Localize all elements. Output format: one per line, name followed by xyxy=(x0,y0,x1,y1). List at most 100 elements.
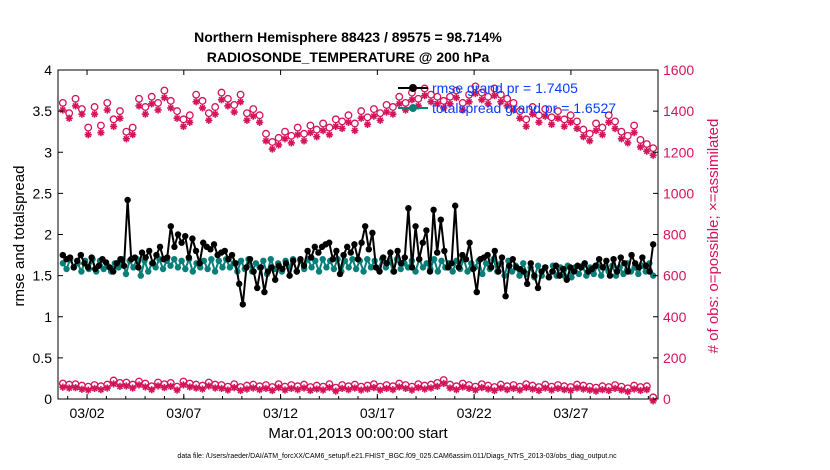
obs-assimilated-stroke xyxy=(250,384,257,392)
obs-assimilated-point xyxy=(554,114,562,122)
rmse-point xyxy=(196,260,203,267)
obs-assimilated-stroke xyxy=(256,119,263,126)
obs-assimilated-stroke xyxy=(377,117,384,124)
rmse-point xyxy=(628,251,635,259)
obs-assimilated-stroke xyxy=(320,127,327,134)
rmse-point xyxy=(426,268,434,275)
obs-assimilated-stroke xyxy=(313,385,320,393)
obs-assimilated-point xyxy=(300,384,308,392)
rmse-point xyxy=(185,254,193,261)
y-right-tick-label: 1400 xyxy=(663,103,694,119)
obs-assimilated-stroke xyxy=(123,382,130,390)
obs-assimilated-stroke xyxy=(281,135,289,142)
obs-assimilated-stroke xyxy=(516,386,523,394)
obs-assimilated-stroke xyxy=(85,131,92,138)
obs-assimilated-stroke xyxy=(205,382,212,390)
rmse-point xyxy=(290,257,297,265)
obs-assimilated-stroke xyxy=(205,117,212,124)
obs-assimilated-point xyxy=(306,386,314,395)
obs-assimilated-point xyxy=(427,384,435,392)
totalspread-point xyxy=(204,265,211,273)
obs-assimilated-stroke xyxy=(510,106,517,114)
obs-assimilated-point xyxy=(116,114,124,122)
obs-assimilated-stroke xyxy=(491,92,498,99)
obs-assimilated-point xyxy=(465,384,473,393)
obs-assimilated-stroke xyxy=(586,386,593,394)
totalspread-point xyxy=(145,268,152,275)
obs-assimilated-point xyxy=(90,384,99,393)
legend-spread-label: totalspread grand pr = 1.6527 xyxy=(432,100,616,116)
totalspread-point xyxy=(252,260,260,267)
obs-possible-point xyxy=(496,90,505,99)
obs-assimilated-point xyxy=(357,114,365,122)
rmse-point xyxy=(376,268,383,275)
rmse-point xyxy=(624,268,632,275)
y-left-tick-label: 0.5 xyxy=(33,350,53,366)
obs-assimilated-stroke xyxy=(637,387,644,394)
obs-possible-point xyxy=(306,121,315,130)
obs-assimilated-point xyxy=(478,384,486,392)
obs-assimilated-stroke xyxy=(110,380,117,387)
obs-assimilated-point xyxy=(135,102,143,110)
y-left-tick-label: 4 xyxy=(44,62,52,78)
obs-possible-point xyxy=(90,103,99,111)
obs-assimilated-stroke xyxy=(485,385,492,393)
rmse-point xyxy=(228,251,236,259)
obs-possible-point xyxy=(96,121,105,130)
rmse-point xyxy=(545,274,552,281)
obs-assimilated-point xyxy=(598,386,606,394)
totalspread-point xyxy=(575,270,583,278)
rmse-point xyxy=(469,265,477,273)
obs-assimilated-stroke xyxy=(104,106,111,114)
totalspread-point xyxy=(323,264,330,271)
obs-possible-point xyxy=(604,111,613,120)
obs-assimilated-stroke xyxy=(542,113,549,120)
obs-assimilated-stroke xyxy=(231,108,238,116)
rmse-point xyxy=(549,268,556,275)
obs-assimilated-stroke xyxy=(186,383,193,391)
obs-assimilated-stroke xyxy=(300,384,308,392)
obs-assimilated-stroke xyxy=(523,123,530,130)
obs-possible-point xyxy=(566,111,575,120)
obs-assimilated-stroke xyxy=(97,129,105,136)
totalspread-point xyxy=(319,255,326,263)
obs-assimilated-stroke xyxy=(91,385,98,392)
rmse-point xyxy=(347,249,355,256)
obs-possible-point xyxy=(376,109,385,118)
obs-assimilated-point xyxy=(484,385,492,393)
obs-assimilated-point xyxy=(275,141,283,149)
obs-possible-point xyxy=(135,94,143,103)
obs-assimilated-point xyxy=(198,385,207,393)
rmse-point xyxy=(412,223,419,230)
obs-possible-point xyxy=(477,88,486,97)
obs-assimilated-stroke xyxy=(351,127,358,134)
rmse-point xyxy=(344,243,351,251)
obs-assimilated-point xyxy=(148,386,156,394)
obs-assimilated-stroke xyxy=(427,384,435,392)
obs-assimilated-stroke xyxy=(313,133,320,140)
rmse-point xyxy=(74,257,81,265)
obs-assimilated-stroke xyxy=(224,386,231,394)
obs-assimilated-stroke xyxy=(59,106,66,114)
totalspread-point xyxy=(345,264,352,271)
y-left-tick-label: 2 xyxy=(44,227,52,243)
rmse-point xyxy=(613,268,621,275)
obs-possible-point xyxy=(547,113,556,122)
rmse-point xyxy=(415,255,423,263)
rmse-point xyxy=(110,268,117,275)
rmse-point xyxy=(156,243,164,251)
obs-assimilated-stroke xyxy=(142,383,149,391)
rmse-point xyxy=(509,255,516,263)
rmse-point xyxy=(138,249,146,256)
obs-assimilated-point xyxy=(376,116,384,124)
obs-possible-point xyxy=(160,86,169,95)
obs-assimilated-point xyxy=(135,381,143,389)
rmse-point xyxy=(84,264,92,271)
totalspread-point xyxy=(352,265,360,273)
axes-group: 0 0.5 1 1.5 2 2.5 3 3.5 4 0 200 400 600 800 1000 1200 14… xyxy=(33,62,695,421)
obs-assimilated-stroke xyxy=(370,113,377,120)
obs-assimilated-stroke xyxy=(174,386,181,394)
obs-possible-point xyxy=(198,96,207,105)
x-axis-label: Mar.01,2013 00:00:00 start xyxy=(268,425,448,442)
obs-assimilated-point xyxy=(148,100,156,108)
